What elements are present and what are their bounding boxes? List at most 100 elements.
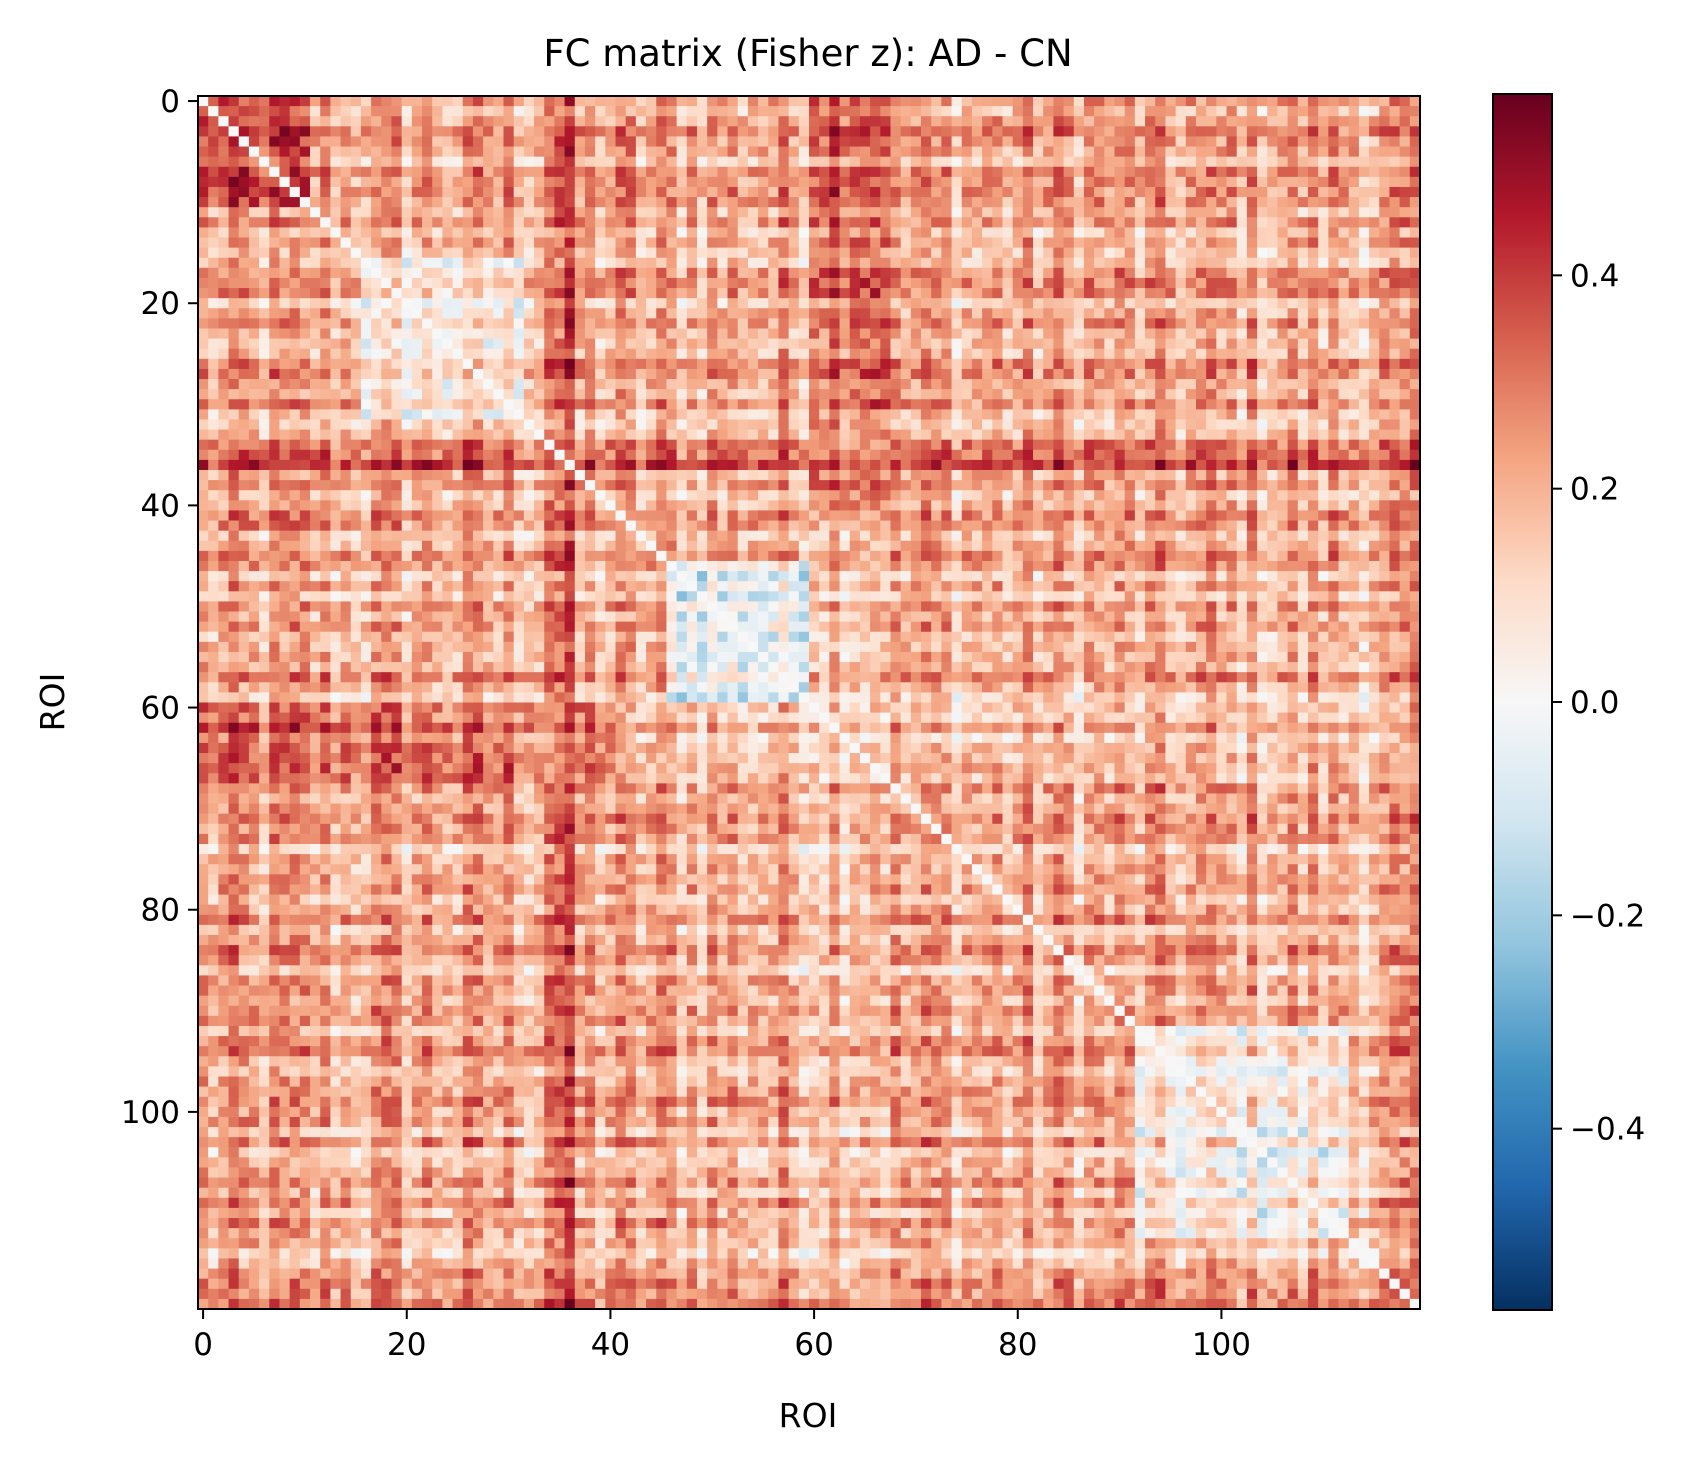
heatmap-cell xyxy=(513,459,525,471)
heatmap-cell xyxy=(625,490,637,501)
heatmap-cell xyxy=(228,328,240,340)
heatmap-cell xyxy=(1277,298,1289,309)
heatmap-cell xyxy=(798,328,810,340)
heatmap-cell xyxy=(1022,217,1034,229)
heatmap-cell xyxy=(248,116,260,127)
heatmap-cell xyxy=(707,459,718,471)
heatmap-cell xyxy=(523,449,535,461)
heatmap-cell xyxy=(1328,257,1340,269)
heatmap-cell xyxy=(1409,186,1421,198)
heatmap-cell xyxy=(1297,328,1309,340)
heatmap-cell xyxy=(1053,267,1065,279)
heatmap-cell xyxy=(472,480,484,491)
heatmap-cell xyxy=(1094,500,1105,512)
heatmap-cell xyxy=(646,237,657,249)
heatmap-cell xyxy=(1185,136,1197,148)
heatmap-cell xyxy=(259,288,270,299)
heatmap-cell xyxy=(289,267,301,279)
heatmap-cell xyxy=(605,318,617,330)
heatmap-cell xyxy=(1185,186,1197,198)
heatmap-cell xyxy=(1358,176,1370,188)
heatmap-cell xyxy=(1114,419,1126,431)
heatmap-cell xyxy=(432,500,443,512)
heatmap-cell xyxy=(330,348,342,360)
heatmap-cell xyxy=(1307,439,1319,451)
heatmap-cell xyxy=(503,136,515,148)
heatmap-cell xyxy=(462,136,474,148)
heatmap-cell xyxy=(483,490,494,501)
heatmap-cell xyxy=(921,409,932,421)
heatmap-cell xyxy=(1389,106,1401,117)
heatmap-cell xyxy=(1206,459,1217,471)
heatmap-cell xyxy=(666,389,678,400)
heatmap-cell xyxy=(798,217,810,229)
heatmap-cell xyxy=(1257,308,1268,319)
heatmap-cell xyxy=(320,126,331,138)
heatmap-cell xyxy=(635,429,647,441)
heatmap-cell xyxy=(727,480,739,491)
heatmap-cell xyxy=(1094,186,1105,198)
heatmap-cell xyxy=(1348,338,1360,350)
heatmap-cell xyxy=(859,288,871,299)
heatmap-cell xyxy=(574,136,586,148)
heatmap-cell xyxy=(1114,409,1126,421)
heatmap-cell xyxy=(1165,257,1177,269)
heatmap-cell xyxy=(880,470,892,481)
heatmap-cell xyxy=(707,247,718,259)
heatmap-cell xyxy=(422,237,433,249)
heatmap-cell xyxy=(798,318,810,330)
heatmap-cell xyxy=(961,227,973,239)
heatmap-cell xyxy=(1216,237,1228,249)
heatmap-cell xyxy=(1043,439,1054,451)
heatmap-cell xyxy=(411,237,423,249)
heatmap-cell xyxy=(788,217,800,229)
heatmap-cell xyxy=(330,480,342,491)
heatmap-cell xyxy=(890,470,902,481)
heatmap-cell xyxy=(554,146,566,158)
heatmap-cell xyxy=(1094,379,1105,390)
heatmap-cell xyxy=(849,399,861,410)
heatmap-cell xyxy=(819,166,830,178)
heatmap-cell xyxy=(1267,166,1279,178)
heatmap-cell xyxy=(1175,389,1187,400)
heatmap-cell xyxy=(1104,176,1116,188)
heatmap-cell xyxy=(1145,267,1156,279)
heatmap-cell xyxy=(1022,490,1034,501)
heatmap-cell xyxy=(1012,197,1024,208)
heatmap-cell xyxy=(534,146,545,158)
heatmap-cell xyxy=(544,439,556,451)
heatmap-cell xyxy=(605,166,617,178)
heatmap-cell xyxy=(523,459,535,471)
heatmap-cell xyxy=(1195,338,1207,350)
heatmap-cell xyxy=(798,106,810,117)
heatmap-cell xyxy=(982,470,993,481)
heatmap-cell xyxy=(941,439,953,451)
heatmap-cell xyxy=(788,308,800,319)
heatmap-cell xyxy=(849,298,861,309)
heatmap-cell xyxy=(809,470,820,481)
heatmap-cell xyxy=(727,227,739,239)
heatmap-cell xyxy=(870,409,881,421)
heatmap-cell xyxy=(360,176,372,188)
heatmap-cell xyxy=(931,267,942,279)
heatmap-cell xyxy=(269,318,281,330)
heatmap-cell xyxy=(269,257,281,269)
heatmap-cell xyxy=(1155,419,1167,431)
heatmap-cell xyxy=(635,399,647,410)
heatmap-cell xyxy=(340,288,352,299)
heatmap-cell xyxy=(1297,449,1309,461)
heatmap-cell xyxy=(788,510,800,522)
heatmap-cell xyxy=(961,500,973,512)
heatmap-cell xyxy=(1277,439,1289,451)
heatmap-cell xyxy=(870,186,881,198)
heatmap-cell xyxy=(910,237,922,249)
heatmap-cell xyxy=(747,237,759,249)
heatmap-cell xyxy=(1012,217,1024,229)
heatmap-cell xyxy=(248,176,260,188)
heatmap-cell xyxy=(1124,348,1136,360)
heatmap-cell xyxy=(310,490,321,501)
heatmap-cell xyxy=(758,459,769,471)
heatmap-cell xyxy=(890,328,902,340)
heatmap-cell xyxy=(809,227,820,239)
heatmap-cell xyxy=(1338,449,1350,461)
